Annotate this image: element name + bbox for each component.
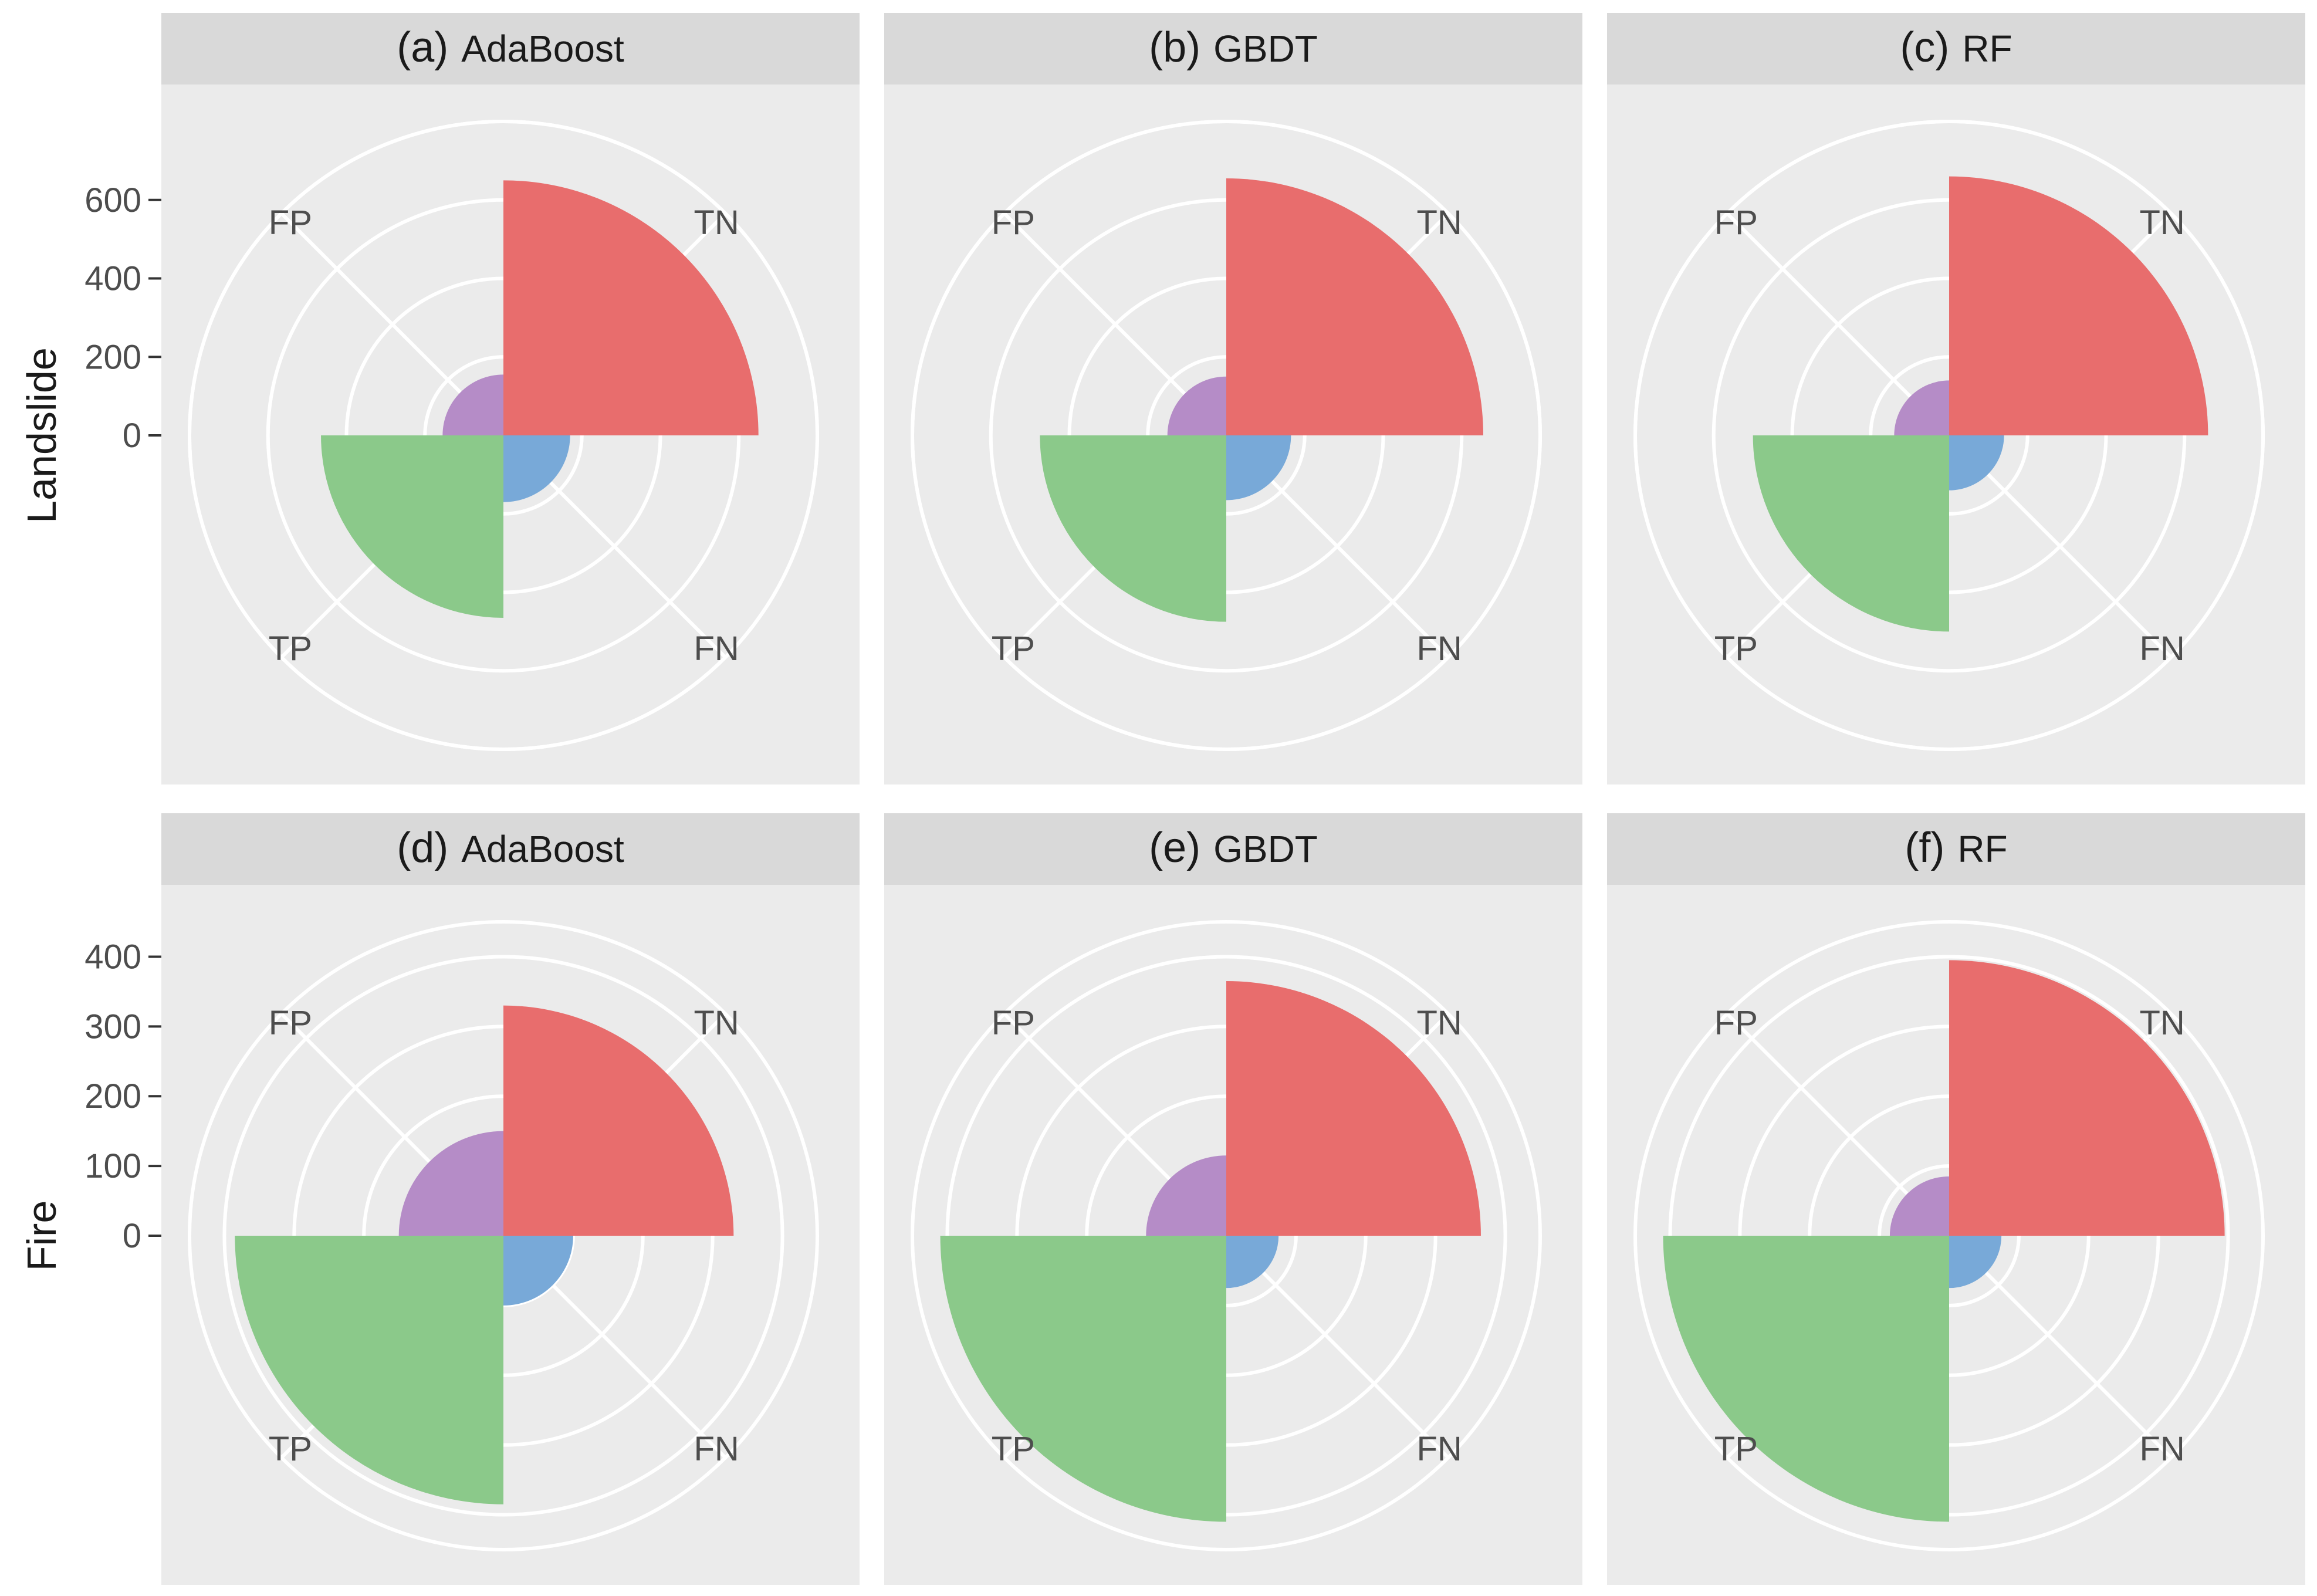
bar-fp xyxy=(442,374,503,435)
y-tick-label: 600 xyxy=(84,181,141,219)
panel-title: (a) AdaBoost xyxy=(397,24,624,71)
bar-tp xyxy=(1663,1236,1949,1522)
category-label-tp: TP xyxy=(269,630,312,668)
bar-tn xyxy=(1226,981,1481,1236)
bar-fn xyxy=(1949,435,2004,491)
bar-tn xyxy=(1949,176,2208,435)
y-tick-label: 200 xyxy=(84,1077,141,1115)
grid-circle-outer xyxy=(911,920,1542,1551)
bar-tp xyxy=(1753,435,1949,632)
category-label-fp: FP xyxy=(269,204,312,242)
panel-title: (f) RF xyxy=(1905,824,2007,871)
y-tick-label: 0 xyxy=(123,417,141,455)
grid-circle-outer xyxy=(1633,920,2265,1551)
panel-model-name: AdaBoost xyxy=(461,28,624,70)
bar-fp xyxy=(398,1131,503,1236)
category-label-tn: TN xyxy=(694,1004,739,1042)
bar-tn xyxy=(503,180,759,435)
row-label-fire: Fire xyxy=(19,1201,65,1272)
panel-f: (f) RF TN FN TP FP xyxy=(1607,813,2305,1585)
y-tick-label: 400 xyxy=(84,260,141,298)
category-label-tp: TP xyxy=(1714,1430,1758,1468)
bar-fn xyxy=(503,435,570,502)
category-label-fn: FN xyxy=(694,630,739,668)
panel-letter: (c) xyxy=(1900,24,1949,71)
panel-model-name: RF xyxy=(1957,828,2007,870)
panel-a: (a) AdaBoost TN FN TP FP 0 200 400 600 xyxy=(84,13,860,785)
category-label-tp: TP xyxy=(992,630,1035,668)
bar-tn xyxy=(1226,178,1484,435)
panel-letter: (e) xyxy=(1149,824,1200,871)
grid-circle-outer xyxy=(911,120,1542,751)
category-label-fn: FN xyxy=(1417,630,1462,668)
category-label-tn: TN xyxy=(1417,1004,1462,1042)
category-label-tn: TN xyxy=(694,204,739,242)
y-tick-label: 300 xyxy=(84,1007,141,1046)
grid-circle-outer xyxy=(1633,120,2265,751)
strip-header xyxy=(1607,813,2305,885)
y-tick-label: 100 xyxy=(84,1147,141,1185)
category-label-fp: FP xyxy=(269,1004,312,1042)
panel-model-name: GBDT xyxy=(1213,28,1318,70)
panel-letter: (f) xyxy=(1905,824,1944,871)
bar-fn xyxy=(1226,1236,1279,1289)
category-label-fn: FN xyxy=(694,1430,739,1468)
grid-circle-outer xyxy=(188,920,819,1551)
bar-tn xyxy=(503,1005,734,1236)
category-label-tp: TP xyxy=(1714,630,1758,668)
category-label-tn: TN xyxy=(2140,1004,2185,1042)
bar-fp xyxy=(1889,1176,1949,1236)
y-tick-label: 400 xyxy=(84,938,141,976)
category-label-tn: TN xyxy=(2140,204,2185,242)
panel-title: (b) GBDT xyxy=(1149,24,1318,71)
category-label-tp: TP xyxy=(269,1430,312,1468)
strip-header xyxy=(1607,13,2305,84)
panel-model-name: AdaBoost xyxy=(461,828,624,870)
bar-fp xyxy=(1167,376,1226,435)
grid-circle xyxy=(222,955,784,1517)
panel-title: (c) RF xyxy=(1900,24,2012,71)
panel-letter: (a) xyxy=(397,24,448,71)
strip-header xyxy=(884,13,1582,84)
panel-title: (e) GBDT xyxy=(1149,824,1318,871)
bar-tp xyxy=(940,1236,1226,1522)
grid-circle-outer xyxy=(188,120,819,751)
bar-fp xyxy=(1894,380,1949,435)
y-tick-label: 0 xyxy=(123,1217,141,1255)
panel-model-name: GBDT xyxy=(1213,828,1318,870)
panel-e: (e) GBDT TN FN TP FP xyxy=(884,813,1582,1585)
panel-letter: (b) xyxy=(1149,24,1200,71)
strip-header xyxy=(161,13,860,84)
panel-letter: (d) xyxy=(397,824,448,871)
panel-model-name: RF xyxy=(1962,28,2012,70)
category-label-fp: FP xyxy=(992,1004,1035,1042)
bar-tn xyxy=(1949,960,2225,1236)
panel-d: (d) AdaBoost TN FN TP FP 0 100 200 300 400 xyxy=(84,813,860,1585)
panel-b: (b) GBDT TN FN TP FP xyxy=(884,13,1582,785)
bar-tp xyxy=(235,1236,503,1504)
bar-tp xyxy=(321,435,503,618)
bar-fn xyxy=(1226,435,1291,501)
panel-title: (d) AdaBoost xyxy=(397,824,624,871)
category-label-tn: TN xyxy=(1417,204,1462,242)
category-label-fp: FP xyxy=(992,204,1035,242)
category-label-fn: FN xyxy=(1417,1430,1462,1468)
panel-c: (c) RF TN FN TP FP xyxy=(1607,13,2305,785)
bar-fn xyxy=(1949,1236,2002,1289)
bar-fn xyxy=(503,1236,573,1306)
category-label-fn: FN xyxy=(2140,1430,2185,1468)
strip-header xyxy=(884,813,1582,885)
category-label-fn: FN xyxy=(2140,630,2185,668)
bar-fp xyxy=(1146,1155,1226,1236)
bar-tp xyxy=(1040,435,1226,622)
row-label-landslide: Landslide xyxy=(19,347,65,523)
category-label-tp: TP xyxy=(992,1430,1035,1468)
category-label-fp: FP xyxy=(1714,1004,1758,1042)
category-label-fp: FP xyxy=(1714,204,1758,242)
strip-header xyxy=(161,813,860,885)
y-tick-label: 200 xyxy=(84,338,141,376)
